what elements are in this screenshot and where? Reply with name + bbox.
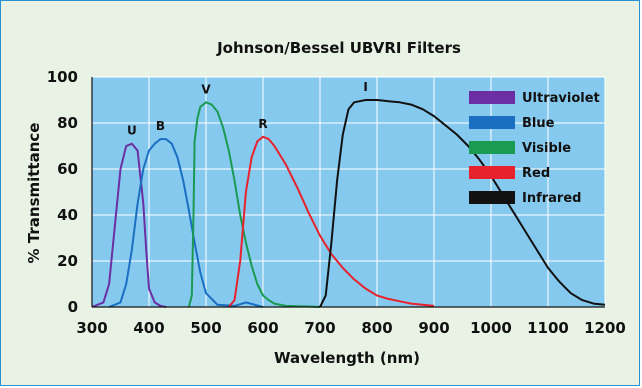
series-line-infrared — [319, 99, 606, 308]
y-tick-label: 20 — [57, 252, 78, 270]
legend-swatch-infrared — [469, 191, 515, 204]
x-tick-label: 500 — [190, 319, 221, 337]
series-line-visible — [187, 101, 321, 308]
x-tick-label: 700 — [304, 319, 335, 337]
x-axis-label: Wavelength (nm) — [274, 349, 420, 367]
peak-label-u: U — [127, 124, 137, 138]
legend-label-red: Red — [522, 166, 550, 181]
x-tick-label: 800 — [361, 319, 392, 337]
series-layer — [91, 99, 606, 308]
x-tick-label: 1100 — [527, 319, 569, 337]
peak-labels: U B V R I — [127, 80, 368, 138]
peak-label-r: R — [258, 117, 267, 131]
peak-label-v: V — [201, 82, 211, 96]
y-tick-label: 60 — [57, 160, 78, 178]
series-line-red — [228, 135, 435, 308]
legend-swatch-red — [469, 166, 515, 179]
x-tick-label: 1200 — [584, 319, 626, 337]
x-tick-label: 600 — [247, 319, 278, 337]
chart-title: Johnson/Bessel UBVRI Filters — [216, 39, 461, 57]
legend-label-visible: Visible — [522, 141, 571, 156]
axes: 300 400 500 600 700 800 900 1000 1100 1200 0 20 40 60… — [47, 68, 626, 337]
y-tick-label: 40 — [57, 206, 78, 224]
legend-swatch-visible — [469, 141, 515, 154]
x-tick-label: 900 — [418, 319, 449, 337]
x-tick-label: 1000 — [470, 319, 512, 337]
y-axis-label: % Transmittance — [25, 123, 43, 264]
peak-label-b: B — [156, 119, 165, 133]
legend-label-blue: Blue — [522, 116, 555, 131]
y-tick-label: 100 — [47, 68, 78, 86]
legend-label-ultraviolet: Ultraviolet — [522, 91, 600, 106]
legend-swatch-blue — [469, 116, 515, 129]
plot-area — [92, 77, 605, 307]
legend-label-infrared: Infrared — [522, 191, 581, 206]
y-tick-label: 80 — [57, 114, 78, 132]
legend: Ultraviolet Blue Visible Red Infrared — [469, 91, 600, 206]
y-tick-label: 0 — [68, 298, 78, 316]
legend-swatch-ultraviolet — [469, 91, 515, 104]
x-tick-label: 300 — [76, 319, 107, 337]
series-line-blue — [108, 138, 264, 308]
series-line-ultraviolet — [91, 142, 167, 308]
x-tick-label: 400 — [133, 319, 164, 337]
peak-label-i: I — [363, 80, 367, 94]
